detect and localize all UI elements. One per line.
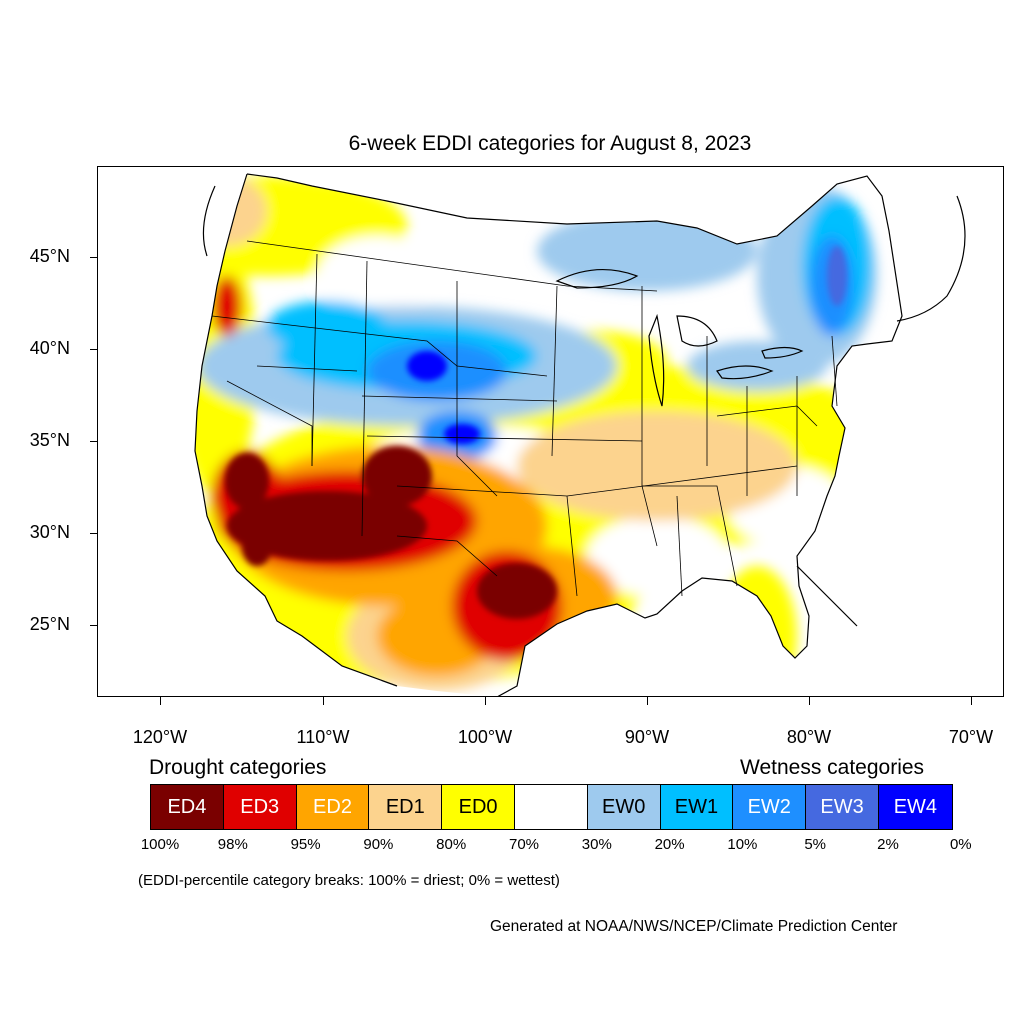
y-tick bbox=[90, 441, 97, 442]
y-tick bbox=[90, 533, 97, 534]
y-tick bbox=[90, 625, 97, 626]
y-label: 25°N bbox=[29, 614, 70, 634]
legend-break-label: 5% bbox=[804, 836, 827, 853]
wetness-heading: Wetness categories bbox=[740, 756, 925, 779]
legend-break-label: 20% bbox=[654, 836, 685, 853]
legend-colorbar: ED4 ED3 ED2 ED1 ED0 EW0 EW1 EW2 EW3 EW4 bbox=[150, 784, 953, 830]
x-label: 120°W bbox=[132, 727, 188, 747]
legend-break-label: 90% bbox=[363, 836, 394, 853]
category-note: (EDDI-percentile category breaks: 100% =… bbox=[138, 872, 560, 889]
credit-line: Generated at NOAA/NWS/NCEP/Climate Predi… bbox=[490, 918, 898, 935]
y-tick bbox=[90, 349, 97, 350]
legend-break-label: 95% bbox=[290, 836, 321, 853]
legend-break-label: 0% bbox=[949, 836, 972, 853]
x-label: 100°W bbox=[457, 727, 513, 747]
eddi-data-field bbox=[195, 174, 902, 697]
x-label: 70°W bbox=[948, 727, 994, 747]
x-label: 80°W bbox=[786, 727, 832, 747]
x-label: 110°W bbox=[296, 727, 350, 747]
legend-break-label: 80% bbox=[436, 836, 467, 853]
legend-swatch: ED2 bbox=[296, 785, 370, 829]
legend-break-label: 2% bbox=[877, 836, 899, 853]
x-tick bbox=[323, 697, 324, 705]
legend-swatch: EW1 bbox=[660, 785, 734, 829]
y-label: 40°N bbox=[29, 338, 70, 358]
x-label: 90°W bbox=[624, 727, 670, 747]
map-canvas bbox=[97, 166, 1004, 697]
legend-swatch bbox=[514, 785, 588, 829]
legend-break-label: 100% bbox=[140, 836, 180, 853]
legend-swatch: ED0 bbox=[442, 785, 515, 829]
y-label: 35°N bbox=[29, 430, 70, 450]
legend-swatch: EW2 bbox=[733, 785, 807, 829]
x-tick bbox=[971, 697, 972, 705]
y-tick bbox=[90, 257, 97, 258]
map-title: 6-week EDDI categories for August 8, 202… bbox=[348, 132, 752, 155]
coastline bbox=[194, 173, 966, 697]
x-tick bbox=[160, 697, 161, 705]
legend-swatch: EW0 bbox=[587, 785, 661, 829]
drought-heading: Drought categories bbox=[149, 756, 327, 779]
legend-break-label: 10% bbox=[727, 836, 758, 853]
legend-swatch: ED4 bbox=[151, 785, 224, 829]
legend-swatch: EW3 bbox=[806, 785, 879, 829]
eddi-map-svg bbox=[194, 173, 966, 697]
legend-swatch: EW4 bbox=[878, 785, 952, 829]
legend-swatch: ED3 bbox=[223, 785, 297, 829]
x-tick bbox=[809, 697, 810, 705]
legend-break-label: 70% bbox=[508, 836, 540, 853]
x-tick bbox=[485, 697, 486, 705]
y-label: 30°N bbox=[29, 522, 70, 542]
y-label: 45°N bbox=[29, 246, 70, 266]
state-boundaries bbox=[211, 240, 838, 597]
x-tick bbox=[647, 697, 648, 705]
legend-break-label: 98% bbox=[217, 836, 248, 853]
legend-swatch: ED1 bbox=[369, 785, 443, 829]
legend-break-label: 30% bbox=[581, 836, 612, 853]
